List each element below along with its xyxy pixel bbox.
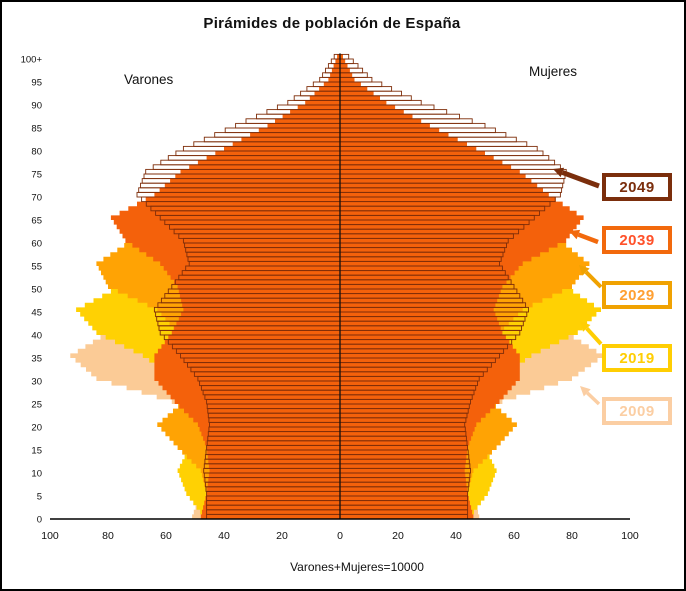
age-tick-label: 70	[31, 193, 42, 204]
chart-title: Pirámides de población de España	[203, 15, 461, 32]
legend-year-2049: 2049	[619, 178, 655, 196]
age-tick-label: 0	[37, 515, 42, 526]
age-tick-label: 50	[31, 285, 42, 296]
males-label: Varones	[124, 72, 174, 87]
x-tick-label: 40	[218, 530, 230, 542]
x-tick-label: 20	[392, 530, 404, 542]
age-tick-label: 65	[31, 216, 42, 227]
age-tick-label: 75	[31, 170, 42, 181]
age-tick-label: 10	[31, 469, 42, 480]
x-tick-label: 80	[102, 530, 114, 542]
legend-item-2039: 2039	[602, 226, 672, 254]
legend-item-2009: 2009	[602, 397, 672, 425]
age-tick-label: 100+	[21, 55, 43, 66]
age-tick-label: 45	[31, 308, 42, 319]
legend-year-2039: 2039	[619, 231, 655, 249]
x-tick-label: 0	[337, 530, 343, 542]
age-tick-label: 55	[31, 262, 42, 273]
age-tick-label: 40	[31, 331, 42, 342]
females-label: Mujeres	[529, 64, 578, 79]
age-tick-label: 30	[31, 377, 42, 388]
pyramid-silhouette-2039-female	[340, 54, 584, 520]
x-tick-label: 80	[566, 530, 578, 542]
legend-item-2019: 2019	[602, 344, 672, 372]
legend-item-2049: 2049	[602, 173, 672, 201]
legend-item-2029: 2029	[602, 281, 672, 309]
x-axis-title: Varones+Mujeres=10000	[290, 560, 424, 574]
age-tick-label: 20	[31, 423, 42, 434]
age-tick-label: 80	[31, 147, 42, 158]
legend-year-2019: 2019	[619, 349, 655, 367]
x-tick-label: 20	[276, 530, 288, 542]
age-tick-label: 5	[37, 492, 42, 503]
legend-year-2009: 2009	[619, 402, 655, 420]
age-tick-label: 60	[31, 239, 42, 250]
x-tick-label: 60	[160, 530, 172, 542]
x-tick-label: 40	[450, 530, 462, 542]
age-tick-label: 35	[31, 354, 42, 365]
pyramid-silhouette-2039-male	[110, 54, 341, 520]
legend-year-2029: 2029	[619, 286, 655, 304]
age-tick-label: 90	[31, 101, 42, 112]
age-tick-label: 85	[31, 124, 42, 135]
age-tick-label: 95	[31, 78, 42, 89]
age-tick-label: 25	[31, 400, 42, 411]
age-tick-label: 15	[31, 446, 42, 457]
x-tick-label: 100	[41, 530, 59, 542]
x-tick-label: 100	[621, 530, 639, 542]
x-tick-label: 60	[508, 530, 520, 542]
